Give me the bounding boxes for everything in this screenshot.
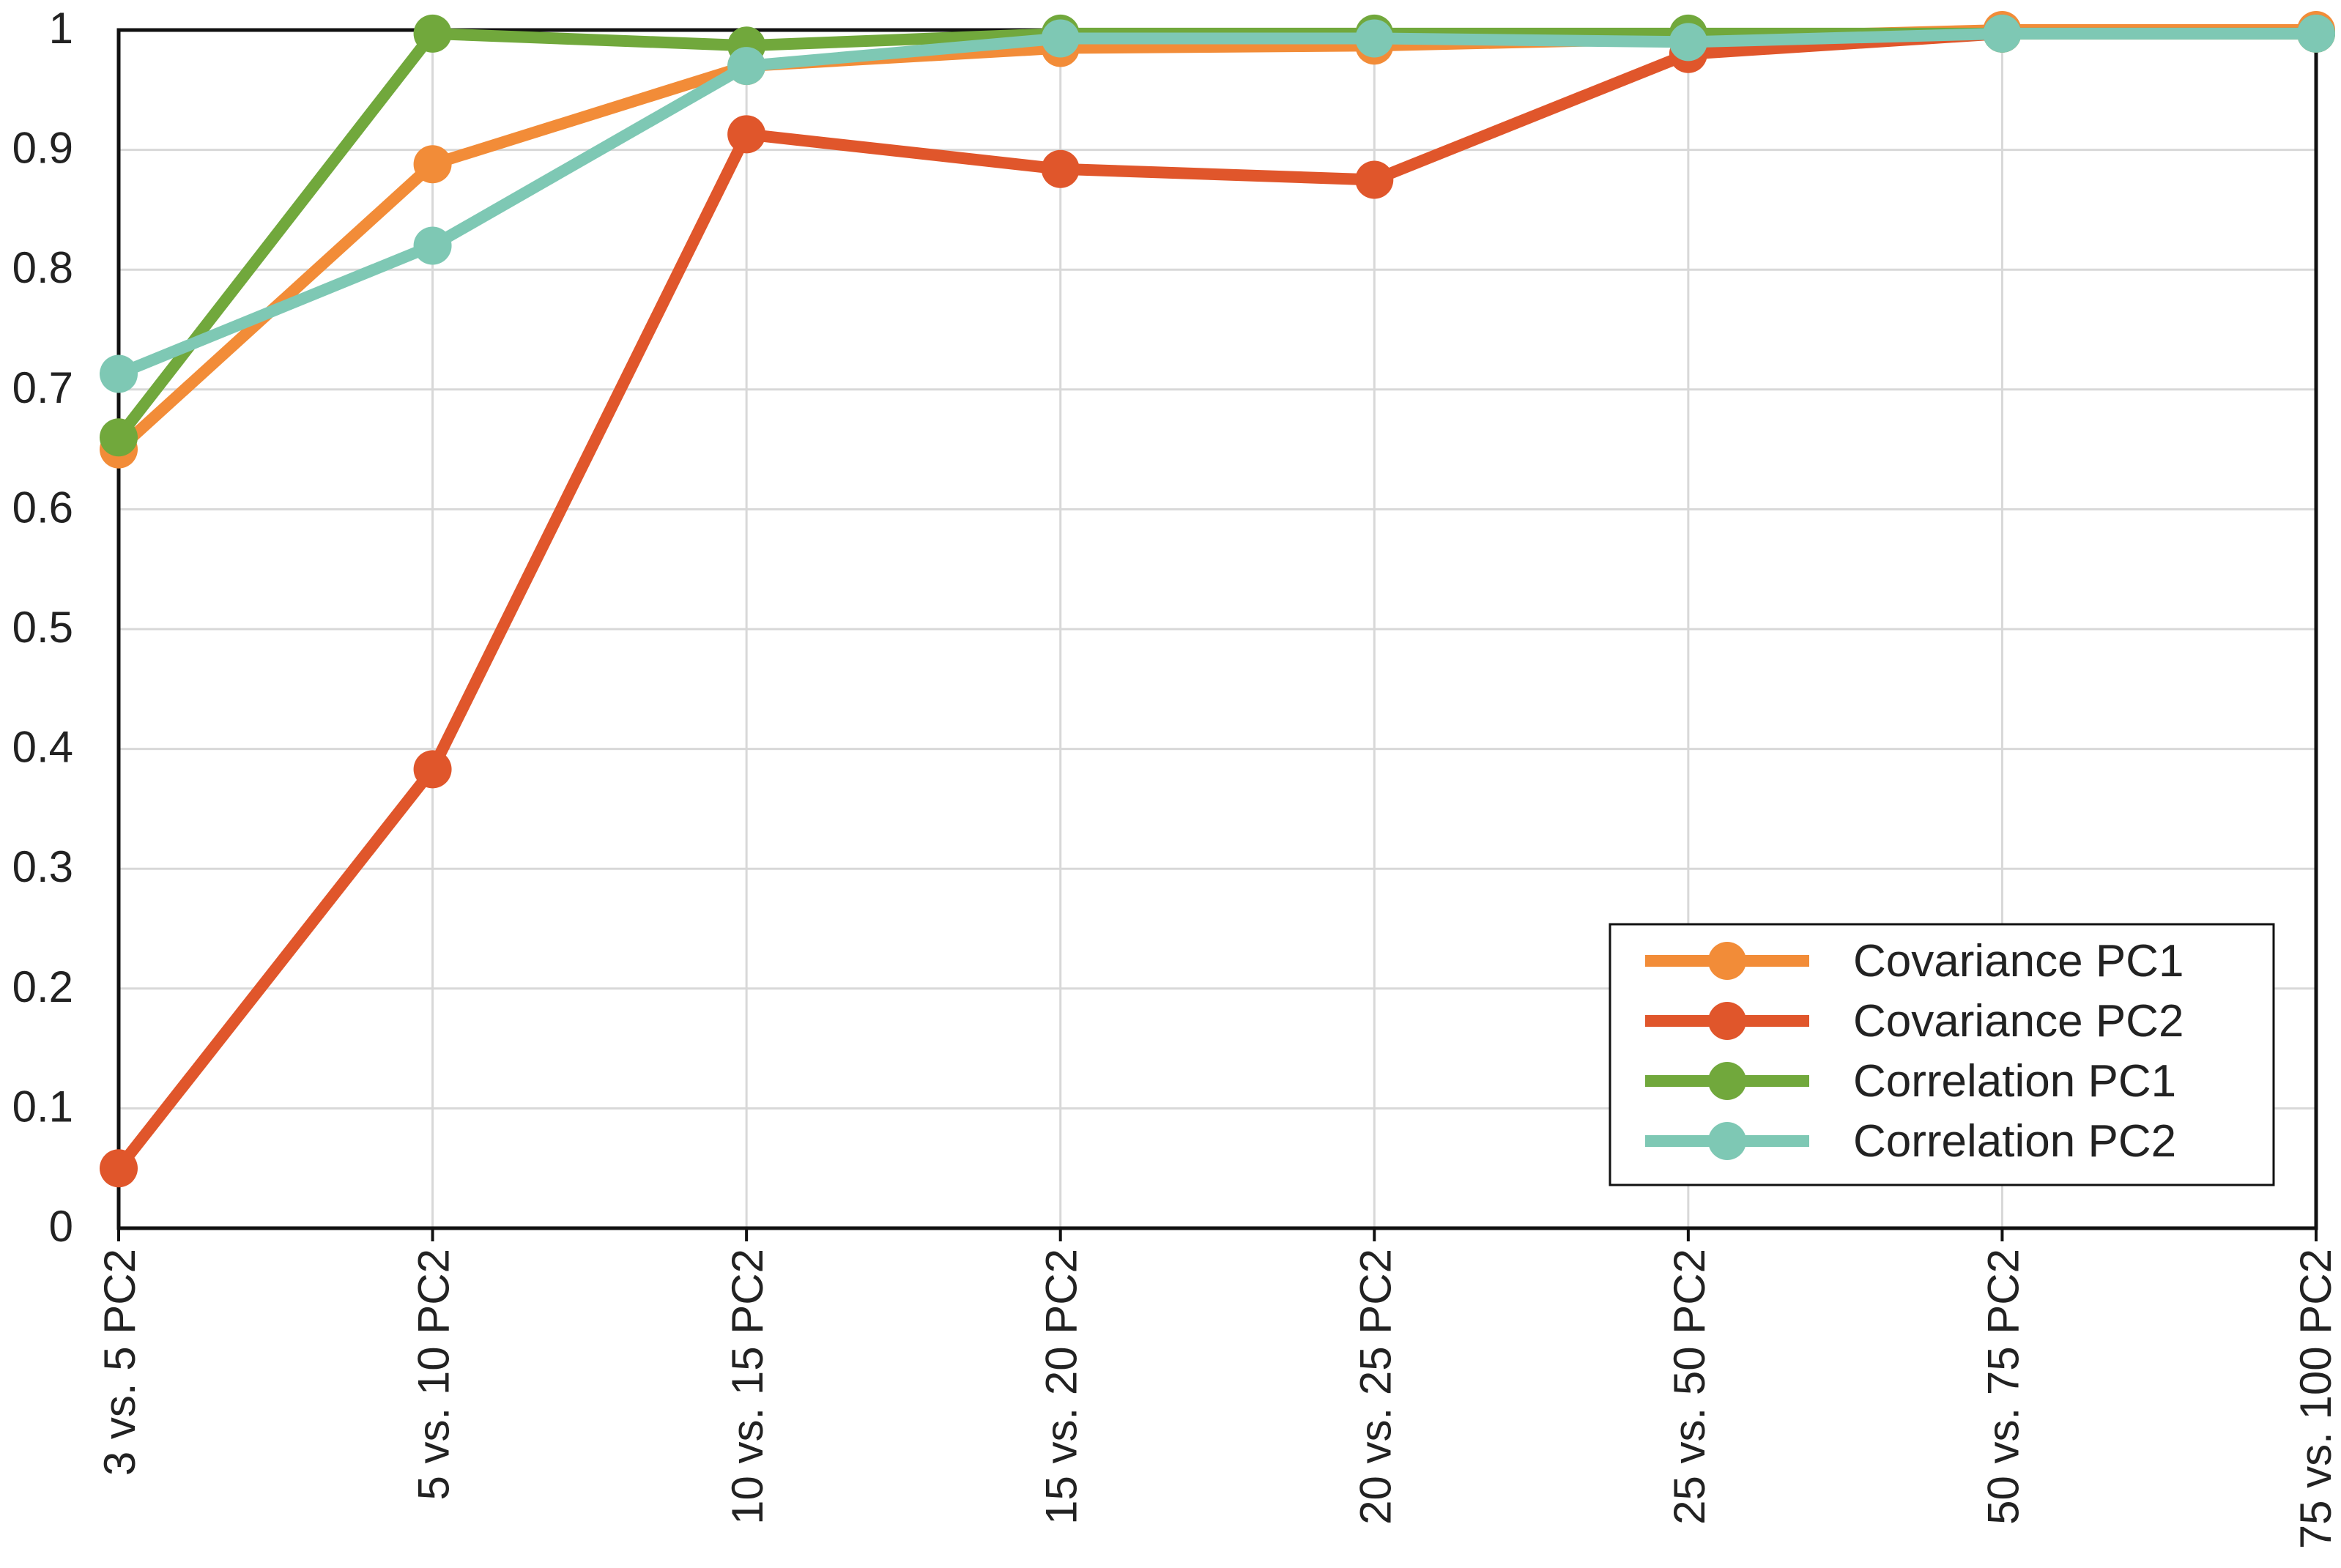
y-tick-label: 1 xyxy=(49,4,73,53)
legend-swatch-marker xyxy=(1708,1122,1746,1160)
y-tick-label: 0.5 xyxy=(12,603,73,652)
series-line xyxy=(113,27,2322,380)
data-point xyxy=(1669,23,1707,62)
legend-swatch-marker xyxy=(1708,1002,1746,1040)
legend-label: Covariance PC2 xyxy=(1853,996,2184,1047)
legend-label: Covariance PC1 xyxy=(1853,936,2184,986)
x-tick-label: 3 vs. 5 PC2 xyxy=(95,1249,144,1476)
x-tick-label: 20 vs. 25 PC2 xyxy=(1351,1249,1400,1525)
data-point xyxy=(727,115,766,154)
x-tick-label: 75 vs. 100 PC2 xyxy=(2291,1249,2340,1549)
legend-label: Correlation PC1 xyxy=(1853,1056,2176,1107)
legend: Covariance PC1 Covariance PC2 Correlation … xyxy=(1609,923,2275,1186)
y-tick-label: 0.9 xyxy=(12,124,73,173)
x-tick-label: 25 vs. 50 PC2 xyxy=(1665,1249,1714,1525)
data-point xyxy=(100,1149,138,1188)
legend-item: Covariance PC2 xyxy=(1645,996,2184,1047)
y-tick-label: 0.4 xyxy=(12,723,73,772)
data-point xyxy=(413,145,452,184)
series-3 xyxy=(100,14,2335,393)
x-tick-label: 5 vs. 10 PC2 xyxy=(409,1249,459,1501)
data-point xyxy=(1041,19,1080,58)
x-axis-tick-labels: 3 vs. 5 PC2 5 vs. 10 PC2 10 vs. 15 PC2 15 v… xyxy=(95,1228,2340,1549)
data-point xyxy=(100,354,138,393)
y-tick-label: 0.1 xyxy=(12,1082,73,1131)
legend-item: Covariance PC1 xyxy=(1645,936,2184,986)
y-tick-label: 0.2 xyxy=(12,962,73,1011)
legend-swatch-marker xyxy=(1708,1062,1746,1100)
y-tick-label: 0.7 xyxy=(12,363,73,412)
y-tick-label: 0.3 xyxy=(12,842,73,891)
x-tick-label: 15 vs. 20 PC2 xyxy=(1037,1249,1086,1525)
data-point xyxy=(1041,149,1080,188)
legend-item: Correlation PC2 xyxy=(1645,1116,2176,1167)
y-tick-label: 0.8 xyxy=(12,243,73,292)
data-point xyxy=(413,14,452,53)
legend-swatch-marker xyxy=(1708,942,1746,980)
data-point xyxy=(100,418,138,457)
series-layer xyxy=(100,11,2335,1188)
data-point xyxy=(413,750,452,789)
y-axis-tick-labels: 0 0.1 0.2 0.3 0.4 0.5 0.6 0.7 0.8 0.9 1 xyxy=(12,4,73,1251)
y-tick-label: 0.6 xyxy=(12,483,73,532)
x-tick-label: 50 vs. 75 PC2 xyxy=(1978,1249,2027,1525)
data-point xyxy=(1355,160,1394,199)
data-point xyxy=(1983,14,2022,53)
legend-item: Correlation PC1 xyxy=(1645,1056,2176,1107)
data-point xyxy=(727,47,766,86)
legend-label: Correlation PC2 xyxy=(1853,1116,2176,1167)
data-point xyxy=(2297,14,2335,53)
y-tick-label: 0 xyxy=(49,1202,73,1251)
data-point xyxy=(413,226,452,265)
x-tick-label: 10 vs. 15 PC2 xyxy=(723,1249,772,1525)
data-point xyxy=(1355,19,1394,58)
